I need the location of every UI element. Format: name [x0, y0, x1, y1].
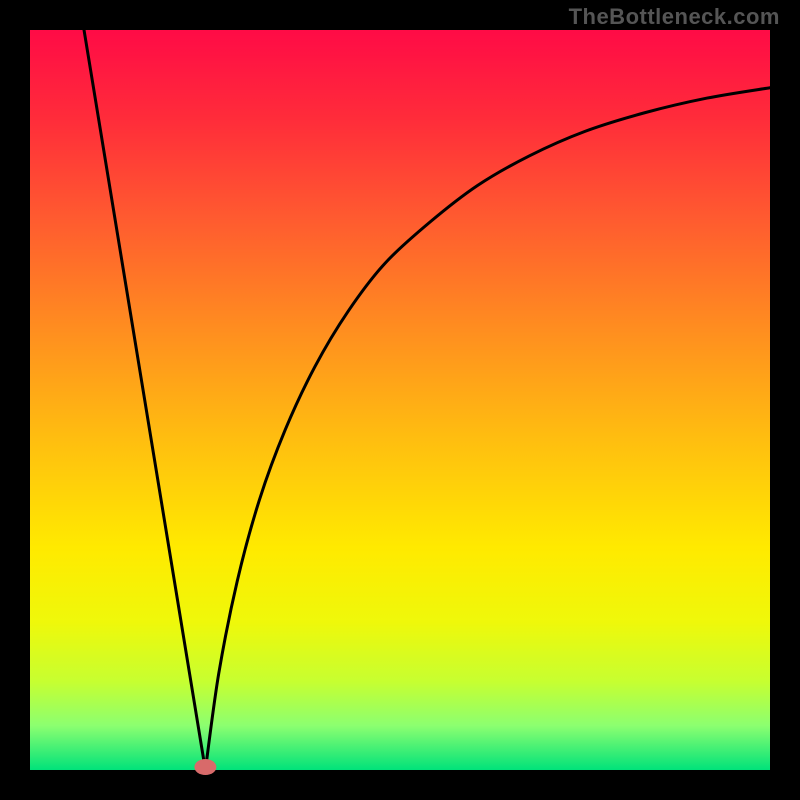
chart-frame: { "watermark": "TheBottleneck.com", "cha… [0, 0, 800, 800]
minimum-marker [194, 759, 216, 775]
gradient-background [30, 30, 770, 770]
bottleneck-chart [0, 0, 800, 800]
watermark-text: TheBottleneck.com [569, 4, 780, 30]
